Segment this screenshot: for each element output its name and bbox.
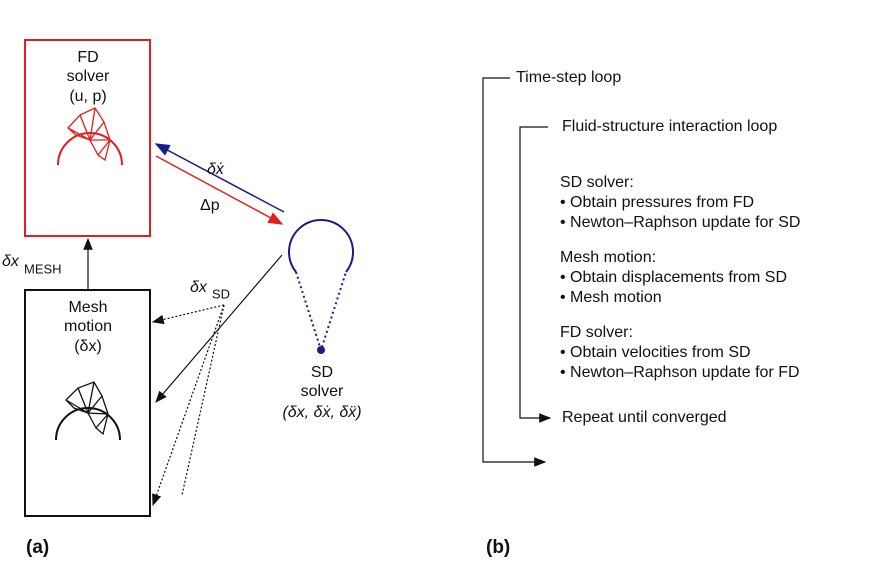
outer-loop-label: Time-step loop [516, 69, 621, 86]
sd-anchor [317, 346, 325, 354]
section-item: • Obtain velocities from SD [560, 344, 751, 361]
mesh-text: (δx) [74, 338, 102, 355]
repeat-label: Repeat until converged [562, 409, 727, 426]
arrow-label: Δp [200, 197, 220, 214]
arrow-label-sub: SD [212, 286, 230, 301]
velocity-arrow [154, 143, 285, 213]
mesh-text: motion [64, 318, 112, 335]
sd-text: solver [301, 383, 344, 400]
section-item: • Obtain pressures from FD [560, 194, 754, 211]
fd-text: FD [77, 49, 98, 66]
inner-loop-bracket [519, 126, 552, 423]
section-item: • Newton–Raphson update for SD [560, 214, 800, 231]
panel-label: (b) [486, 537, 510, 558]
panel-a: FD solver (u, p) Mesh motion (δx) δx MES… [2, 39, 362, 558]
arrow-label: δẋ [207, 161, 225, 178]
pressure-arrow [155, 155, 284, 225]
section-item: • Mesh motion [560, 289, 662, 306]
panel-b: Time-step loop Fluid-structure interacti… [482, 69, 800, 558]
arrow-label: δx [2, 253, 20, 270]
sd-shape [288, 219, 354, 273]
mesh-text: Mesh [68, 299, 107, 316]
fd-text: solver [67, 68, 110, 85]
mesh-icon [55, 381, 121, 441]
sd-text: SD [311, 364, 333, 381]
fd-mesh-icon [57, 107, 123, 166]
arrow-label: δx [190, 279, 208, 296]
sd-dotted-arrows [151, 304, 225, 507]
sd-shape-dotted [295, 271, 347, 354]
panel-label: (a) [26, 537, 49, 558]
section-title: FD solver: [560, 324, 633, 341]
sd-text: (δx, δẋ, δẍ) [282, 404, 361, 421]
arrow-label-sub: MESH [24, 261, 62, 276]
section-title: Mesh motion: [560, 249, 656, 266]
fd-box [24, 39, 151, 237]
inner-loop-label: Fluid-structure interaction loop [562, 118, 777, 135]
section-item: • Newton–Raphson update for FD [560, 364, 800, 381]
section-item: • Obtain displacements from SD [560, 269, 787, 286]
outer-loop-bracket [482, 77, 547, 467]
section-title: SD solver: [560, 174, 634, 191]
fd-text: (u, p) [69, 88, 106, 105]
